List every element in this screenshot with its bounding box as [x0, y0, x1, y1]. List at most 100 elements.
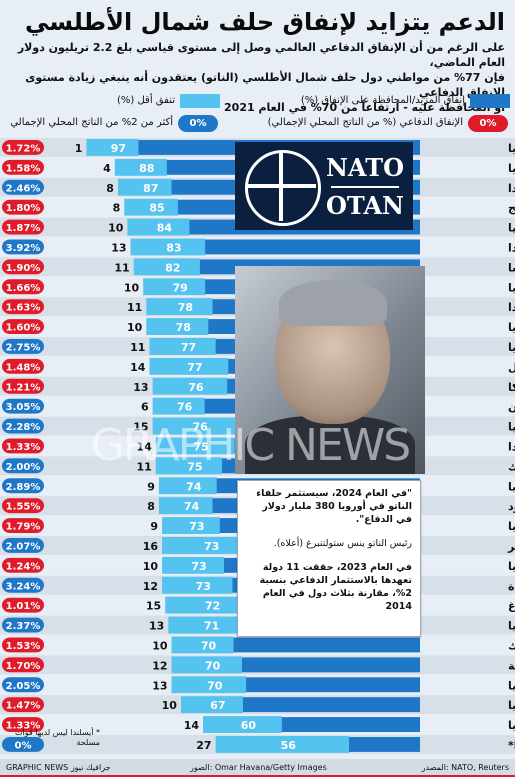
- bar-more-value-label: 84: [157, 222, 173, 235]
- country-label: الجبل الأسود: [508, 499, 515, 513]
- spend-pill: [2, 717, 44, 732]
- country-label: بلغاريا: [508, 222, 515, 235]
- bar-more-value-label: 60: [241, 719, 257, 732]
- spend-pill: [2, 538, 44, 553]
- country-label: بلجيكا: [508, 381, 515, 394]
- bar-less-value-label: 10: [152, 640, 168, 653]
- spend-value-label: 1.87%: [6, 223, 41, 234]
- bar-less: [146, 298, 213, 316]
- bar-less-value-label: 27: [196, 739, 211, 752]
- bar-less: [162, 556, 225, 574]
- country-label: كندا: [508, 441, 515, 454]
- bar-more-value-label: 75: [193, 441, 208, 454]
- bar-more-value-label: 76: [177, 401, 193, 414]
- legend-less-swatch: [180, 94, 220, 108]
- bar-less: [149, 357, 229, 375]
- spend-pill: [2, 478, 44, 494]
- country-label: ألمانيا: [508, 280, 515, 294]
- country-label: مقدونيا الشمالية: [508, 659, 515, 672]
- country-label: بريطانيا: [508, 421, 515, 434]
- spend-pill: [2, 279, 44, 295]
- bar-more-value-label: 76: [192, 421, 208, 434]
- bar-more-value-label: 73: [189, 520, 204, 533]
- spend-pill: [2, 140, 44, 155]
- spend-value-label: 1.47%: [6, 701, 41, 712]
- legend-blue-pill: 0%: [178, 115, 218, 132]
- spend-pill: [2, 737, 44, 752]
- spend-pill: [2, 657, 44, 673]
- spend-pill: [2, 637, 44, 653]
- bar-less-value-label: 10: [143, 560, 159, 573]
- bar-less-value-label: 13: [111, 242, 126, 255]
- bar-more-value-label: 79: [172, 281, 187, 294]
- bar-less-value-label: 11: [130, 341, 145, 354]
- bar-less-value-label: 13: [133, 381, 148, 394]
- bar-more-value-label: 73: [196, 580, 211, 593]
- spend-value-label: 1.70%: [6, 661, 41, 672]
- spend-pill: [2, 358, 44, 374]
- bar-less-value-label: 13: [152, 679, 167, 692]
- spend-value-label: 3.24%: [6, 581, 41, 592]
- bar-less-value-label: 14: [184, 719, 200, 732]
- bar-less: [149, 338, 216, 355]
- footer-source: المصدر: NATO, Reuters: [421, 763, 509, 772]
- nato-logo: NATO OTAN: [235, 142, 413, 230]
- bar-less-value-label: 8: [113, 202, 121, 215]
- legend-more-swatch: [470, 94, 510, 108]
- bar-less-value-label: 6: [141, 401, 149, 414]
- bar-less-value-label: 9: [150, 520, 158, 533]
- bar-more-value-label: 70: [207, 679, 223, 692]
- country-label: كرواتيا: [508, 520, 515, 533]
- subtitle-line-1: على الرغم من أن الإنفاق الدفاعي العالمي …: [17, 41, 505, 69]
- country-label: إسبانيا: [508, 560, 515, 573]
- country-label: لاتفيا: [508, 620, 515, 633]
- spend-pill: [2, 319, 44, 334]
- bar-less: [143, 278, 206, 296]
- nato-compass-icon: [245, 150, 321, 226]
- spend-value-label: 2.37%: [6, 621, 41, 632]
- legend-spend-label: الإنفاق الدفاعي (% من الناتج المحلي الإج…: [267, 117, 463, 128]
- bar-less: [168, 616, 243, 634]
- footer-credit: GRAPHIC NEWS جرافيك نيوز: [6, 763, 111, 772]
- quote-text-1: "في العام 2024، سيستثمر حلفاء الناتو في …: [256, 488, 412, 525]
- bar-less-value-label: 11: [114, 261, 129, 274]
- bar-less-value-label: 10: [127, 321, 143, 334]
- spend-value-label: 1.24%: [6, 561, 41, 572]
- spend-pill: [2, 239, 44, 255]
- bar-less-value-label: 15: [133, 421, 148, 434]
- bar-less: [124, 198, 178, 216]
- spend-value-label: 1.72%: [6, 144, 41, 155]
- spend-value-label: 1.80%: [6, 203, 41, 214]
- bar-more-value-label: 67: [210, 699, 225, 712]
- country-label: إيطاليا: [508, 699, 515, 712]
- country-label: المجر: [507, 540, 515, 553]
- bar-less-value-label: 8: [147, 500, 155, 513]
- country-label: فرنسا: [508, 261, 515, 274]
- country-label: فنلندا: [508, 182, 515, 195]
- bar-less-value-label: 9: [147, 480, 155, 493]
- logo-top-text: NATO: [325, 153, 404, 182]
- subtitle: على الرغم من أن الإنفاق الدفاعي العالمي …: [10, 40, 505, 115]
- spend-pill: [2, 259, 44, 275]
- bar-less-value-label: 15: [146, 600, 161, 613]
- footer: المصدر: NATO, Reuters الصور: Omar Havana…: [0, 759, 515, 777]
- portrait-photo: [235, 266, 425, 474]
- bar-less-value-label: 14: [130, 361, 146, 374]
- bar-less: [155, 437, 235, 455]
- bar-more-value-label: 74: [186, 480, 202, 493]
- logo-bottom-text: OTAN: [325, 191, 404, 220]
- bar-less: [127, 218, 190, 236]
- legend-more-label: إنفاق المزيد/المحافظة على الإنفاق (%): [300, 95, 465, 106]
- legend-less-label: تنفق أقل (%): [117, 95, 175, 106]
- bar-less: [130, 238, 206, 256]
- subtitle-line-3: أو المحافظة عليه - ارتفاعاً من 70% في ال…: [224, 101, 505, 114]
- bar-less-value-label: 16: [143, 540, 159, 553]
- bar-less-value-label: 11: [136, 460, 151, 473]
- bar-more-value-label: 83: [166, 242, 181, 255]
- country-label: النرويج: [508, 202, 515, 215]
- bar-less-value-label: 13: [149, 620, 164, 633]
- spend-value-label: 0%: [15, 741, 32, 752]
- country-label: أيسلندا*: [508, 738, 515, 752]
- bar-more-value-label: 78: [176, 321, 191, 334]
- spend-value-label: 1.79%: [6, 522, 41, 533]
